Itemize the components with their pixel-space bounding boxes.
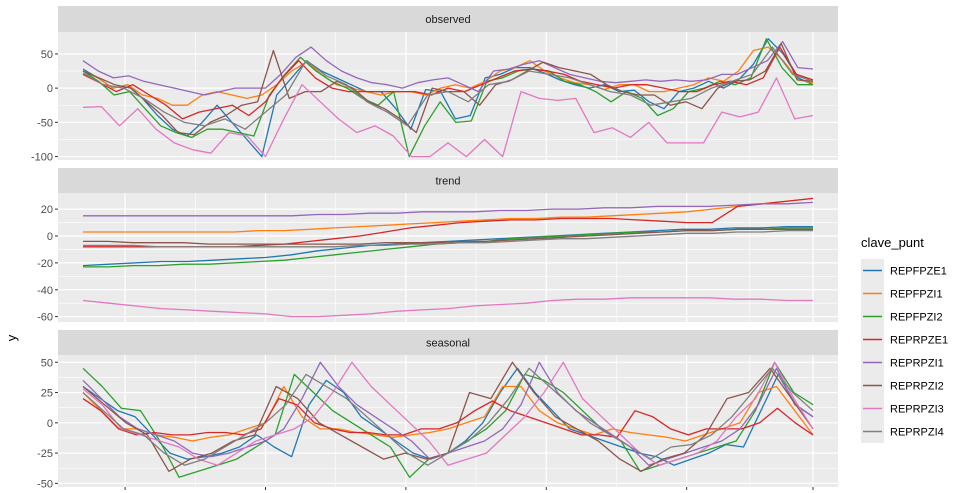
facet-strip: [58, 168, 838, 193]
series-line-reprpzi3: [82, 77, 814, 158]
panel-background: [58, 32, 838, 160]
facet-observed: observed 50 0 -50 -100: [31, 6, 838, 164]
legend-label: REPRPZI2: [890, 381, 944, 393]
y-tick-label: -100: [31, 152, 53, 164]
series-line-reprpzi1: [82, 40, 814, 96]
facet-panels: observed 50 0 -50 -100 trend 20 0 -20 -40 -60 seaso…: [31, 6, 838, 490]
y-tick-label: -25: [37, 448, 53, 460]
facet-seasonal: seasonal 50 25 0 -25 -50: [37, 330, 838, 490]
y-tick-label: -50: [37, 478, 53, 490]
facet-strip: [58, 330, 838, 355]
facet-strip-label: observed: [425, 14, 470, 26]
legend-item-reprpzi2: REPRPZI2: [861, 374, 944, 397]
legend-item-repfpzi2: REPFPZI2: [861, 305, 943, 328]
series-line-repfpzi1: [83, 197, 814, 233]
series-line-reprpzi4: [82, 46, 814, 130]
y-tick-label: -60: [37, 312, 53, 324]
series-line-reprpzi4: [83, 229, 813, 248]
legend: clave_punt REPFPZE1 REPFPZI1 REPFPZI2 REPRP…: [861, 235, 948, 443]
y-tick-label: 50: [41, 357, 53, 369]
legend-label: REPRPZE1: [890, 335, 948, 347]
y-tick-label: 25: [41, 388, 53, 400]
legend-label: REPFPZI2: [890, 312, 943, 324]
series-line-reprpzi3: [82, 297, 813, 318]
y-tick-label: -40: [37, 285, 53, 297]
y-tick-label: 0: [47, 83, 53, 95]
legend-item-reprpzi3: REPRPZI3: [861, 397, 944, 420]
y-tick-label: -20: [37, 258, 53, 270]
series-lines: [82, 197, 814, 318]
legend-item-reprpzi1: REPRPZI1: [861, 351, 944, 374]
legend-item-repfpzi1: REPFPZI1: [861, 282, 943, 305]
series-line-repfpzi1: [82, 385, 814, 442]
series-lines: [82, 361, 814, 478]
legend-label: REPRPZI1: [890, 358, 944, 370]
legend-item-repfpze1: REPFPZE1: [861, 259, 947, 282]
y-tick-label: 20: [41, 204, 53, 216]
series-line-reprpzi3: [82, 361, 814, 466]
y-axis-title: y: [4, 334, 19, 341]
legend-item-reprpze1: REPRPZE1: [861, 328, 948, 351]
legend-title: clave_punt: [861, 235, 924, 250]
legend-item-reprpzi4: REPRPZI4: [861, 420, 944, 443]
series-line-repfpze1: [82, 38, 814, 158]
series-line-reprpze1: [82, 46, 814, 120]
panel-background: [58, 193, 838, 322]
y-tick-label: -50: [37, 117, 53, 129]
series-lines: [82, 38, 814, 158]
facet-trend: trend 20 0 -20 -40 -60: [37, 168, 838, 324]
y-tick-label: 0: [47, 418, 53, 430]
series-line-reprpzi2: [83, 228, 813, 245]
legend-label: REPRPZI4: [890, 427, 944, 439]
y-tick-label: 50: [41, 49, 53, 61]
facet-strip-label: trend: [435, 176, 460, 188]
series-line-reprpze1: [82, 397, 814, 438]
series-line-reprpzi4: [82, 367, 814, 466]
facet-strip: [58, 6, 838, 32]
facet-strip-label: seasonal: [426, 338, 470, 350]
legend-label: REPFPZE1: [890, 266, 947, 278]
series-line-reprpzi1: [83, 201, 814, 217]
y-tick-label: 0: [47, 231, 53, 243]
legend-label: REPRPZI3: [890, 404, 944, 416]
legend-label: REPFPZI1: [890, 289, 943, 301]
